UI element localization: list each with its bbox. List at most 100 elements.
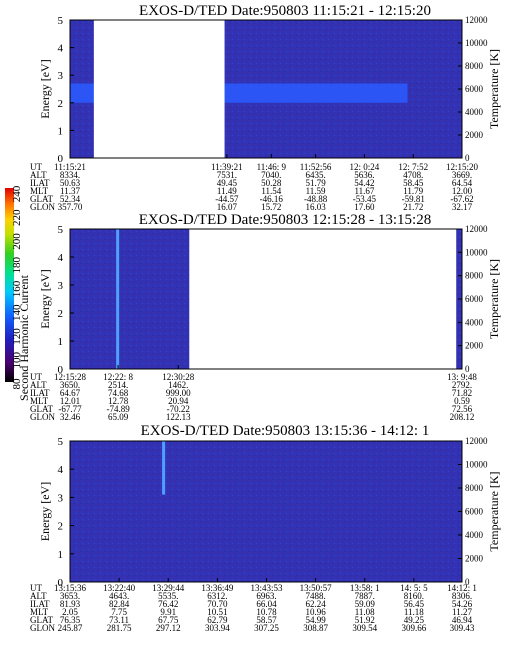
orbit-cell: 62.79 bbox=[207, 615, 228, 625]
orbit-cell: 4708. bbox=[403, 170, 423, 180]
colorbar-tick-label: 180 bbox=[11, 257, 23, 274]
orbit-cell: 11:52:56 bbox=[300, 162, 332, 172]
orbit-cell: 54.26 bbox=[452, 599, 473, 609]
colorbar-tick-label: 80 bbox=[11, 378, 23, 390]
orbit-cell: 64.67 bbox=[60, 388, 81, 398]
orbit-cell: 208.12 bbox=[450, 412, 475, 422]
orbit-cell: 303.94 bbox=[205, 623, 230, 633]
y2-tick-label: 8000 bbox=[465, 483, 484, 493]
orbit-row-label: MLT bbox=[30, 396, 49, 406]
orbit-cell: -53.45 bbox=[353, 194, 377, 204]
orbit-cell: 4643. bbox=[109, 591, 129, 601]
panel-title: EXOS-D/TED Date:950803 11:15:21 - 12:15:… bbox=[139, 3, 431, 19]
orbit-cell: 12.78 bbox=[108, 396, 129, 406]
orbit-cell: 13:15:36 bbox=[54, 583, 87, 593]
orbit-row-label: UT bbox=[30, 372, 42, 382]
colorbar-tick-label: 240 bbox=[11, 185, 23, 202]
orbit-cell: 21.72 bbox=[403, 202, 423, 212]
vertical-spike bbox=[162, 441, 166, 495]
orbit-cell: 62.24 bbox=[305, 599, 326, 609]
orbit-cell: 52.34 bbox=[60, 194, 81, 204]
y2-tick-label: 10000 bbox=[465, 38, 488, 48]
y-tick-label: 5 bbox=[58, 224, 64, 236]
orbit-row-label: UT bbox=[30, 583, 42, 593]
orbit-cell: 54.42 bbox=[354, 178, 374, 188]
panel-title: EXOS-D/TED Date:950803 12:15:28 - 13:15:… bbox=[139, 212, 431, 228]
y2-tick-label: 6000 bbox=[465, 294, 484, 304]
y2-axis-label: Temperature [K] bbox=[487, 471, 501, 551]
orbit-cell: 32.17 bbox=[452, 202, 473, 212]
y2-tick-label: 12000 bbox=[465, 15, 488, 25]
orbit-row-label: GLON bbox=[30, 623, 55, 633]
orbit-cell: 2792. bbox=[452, 380, 472, 390]
orbit-row-label: MLT bbox=[30, 186, 49, 196]
y2-tick-label: 0 bbox=[465, 153, 470, 163]
orbit-row-label: MLT bbox=[30, 607, 49, 617]
orbit-cell: 245.87 bbox=[58, 623, 83, 633]
orbit-cell: 81.93 bbox=[60, 599, 81, 609]
orbit-cell: 32.46 bbox=[60, 412, 81, 422]
orbit-cell: -70.22 bbox=[167, 404, 190, 414]
orbit-cell: 14:12: 1 bbox=[447, 583, 477, 593]
orbit-row-label: ALT bbox=[30, 380, 47, 390]
orbit-cell: 309.54 bbox=[352, 623, 377, 633]
y-tick-label: 0 bbox=[58, 364, 64, 376]
orbit-cell: 7531. bbox=[217, 170, 237, 180]
orbit-cell: 9.91 bbox=[160, 607, 176, 617]
orbit-cell: 357.70 bbox=[58, 202, 83, 212]
y-tick-label: 2 bbox=[58, 98, 64, 110]
orbit-cell: 10.96 bbox=[305, 607, 326, 617]
orbit-cell: 307.25 bbox=[254, 623, 279, 633]
orbit-cell: 49.45 bbox=[217, 178, 238, 188]
orbit-cell: 5636. bbox=[354, 170, 374, 180]
orbit-cell: 7.75 bbox=[111, 607, 127, 617]
orbit-cell: 3650. bbox=[60, 380, 80, 390]
orbit-cell: 122.13 bbox=[166, 412, 191, 422]
orbit-cell: 13:50:57 bbox=[300, 583, 333, 593]
orbit-row-label: ALT bbox=[30, 591, 47, 601]
orbit-cell: 1462. bbox=[168, 380, 188, 390]
orbit-cell: 8160. bbox=[404, 591, 424, 601]
panel-2: EXOS-D/TED Date:950803 12:15:28 - 13:15:… bbox=[30, 212, 501, 422]
y2-tick-label: 6000 bbox=[465, 507, 484, 517]
orbit-row-label: UT bbox=[30, 162, 42, 172]
orbit-cell: 20.94 bbox=[168, 396, 189, 406]
y-tick-label: 1 bbox=[58, 125, 64, 137]
orbit-cell: 11.08 bbox=[355, 607, 375, 617]
colorbar-label: Second Harmonic Current bbox=[17, 274, 31, 401]
y2-tick-label: 6000 bbox=[465, 84, 484, 94]
orbit-cell: 73.11 bbox=[109, 615, 129, 625]
orbit-row-label: GLAT bbox=[30, 194, 53, 204]
orbit-cell: 71.82 bbox=[452, 388, 472, 398]
orbit-cell: 50.28 bbox=[261, 178, 282, 188]
orbit-cell: 999.00 bbox=[166, 388, 191, 398]
orbit-cell: 12.01 bbox=[60, 396, 80, 406]
orbit-cell: 7488. bbox=[305, 591, 325, 601]
y2-axis-label: Temperature [K] bbox=[487, 49, 501, 129]
orbit-cell: 16.03 bbox=[305, 202, 326, 212]
y-tick-label: 4 bbox=[58, 252, 64, 264]
orbit-cell: 59.09 bbox=[355, 599, 376, 609]
orbit-cell: 3669. bbox=[452, 170, 472, 180]
y-tick-label: 3 bbox=[58, 70, 64, 82]
orbit-cell: 13:36:49 bbox=[201, 583, 234, 593]
orbit-cell: 8334. bbox=[60, 170, 80, 180]
orbit-cell: 12:15:20 bbox=[446, 162, 479, 172]
orbit-cell: -48.88 bbox=[304, 194, 328, 204]
colorbar-gradient bbox=[5, 188, 14, 382]
orbit-cell: 13:58: 1 bbox=[350, 583, 380, 593]
orbit-cell: -44.57 bbox=[215, 194, 239, 204]
orbit-row-label: GLAT bbox=[30, 404, 53, 414]
orbit-cell: 54.99 bbox=[305, 615, 326, 625]
orbit-cell: 2514. bbox=[108, 380, 128, 390]
colorbar-tick-label: 100 bbox=[11, 352, 23, 369]
orbit-cell: 11.67 bbox=[354, 186, 374, 196]
orbit-cell: 58.57 bbox=[256, 615, 277, 625]
colorbar-tick-label: 200 bbox=[11, 233, 23, 250]
orbit-cell: 13:43:53 bbox=[251, 583, 284, 593]
y2-tick-label: 0 bbox=[465, 364, 470, 374]
y-tick-label: 3 bbox=[58, 280, 64, 292]
orbit-cell: 12:22: 8 bbox=[103, 372, 133, 382]
